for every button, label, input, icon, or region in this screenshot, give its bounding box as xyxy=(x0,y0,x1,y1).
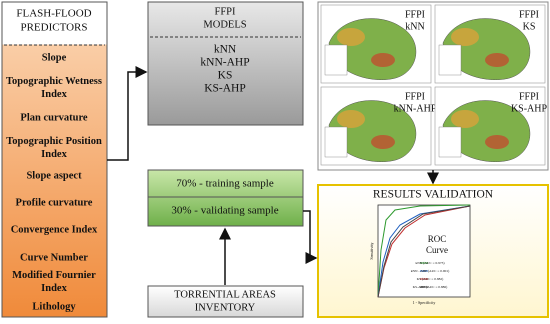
y-label: Sensitivity xyxy=(369,242,374,259)
inventory-box xyxy=(147,285,304,318)
map-title: kNN xyxy=(405,21,424,32)
map-zone xyxy=(451,28,479,46)
roc-title: Curve xyxy=(426,245,448,255)
map-zone xyxy=(371,53,395,67)
arrow xyxy=(107,66,148,161)
roc-line xyxy=(377,205,471,298)
roc-line xyxy=(377,204,471,298)
predictors-header xyxy=(2,2,107,45)
predictors-box xyxy=(1,1,108,318)
inventory-title: INVENTORY xyxy=(195,302,256,313)
map-title: FFPI xyxy=(519,91,539,102)
validation-title: RESULTS VALIDATION xyxy=(373,189,494,201)
predictor: Plan curvature xyxy=(20,112,88,123)
predictor: Topographic Position xyxy=(6,136,102,147)
predictor: Index xyxy=(41,89,67,100)
predictor: Lithology xyxy=(32,301,76,312)
map-legend xyxy=(324,126,348,158)
legend-entry: kNN (AUC = 0.973) xyxy=(416,261,446,265)
map-title: KS-AHP xyxy=(511,103,548,114)
map-title: kNN-AHP xyxy=(394,103,437,114)
arrow xyxy=(303,210,318,264)
models-title: FFPI xyxy=(214,6,236,17)
predictor: Convergence Index xyxy=(11,224,98,235)
map-zone xyxy=(451,110,479,128)
map-title: FFPI xyxy=(519,9,539,20)
map-title: FFPI xyxy=(405,9,425,20)
predictors-title: FLASH-FLOOD xyxy=(16,8,91,20)
legend-entry: KS-AHP (AUC = 0.886) xyxy=(413,285,449,289)
predictor: Index xyxy=(41,149,67,160)
map-zone xyxy=(337,110,365,128)
map-zone xyxy=(337,28,365,46)
predictor: Modified Fournier xyxy=(12,270,96,281)
legend-entry: kNN - AHP (AUC = 0.901) xyxy=(411,269,450,273)
map-zone xyxy=(485,135,509,149)
roc-title: ROC xyxy=(428,234,447,244)
models-box xyxy=(147,1,304,126)
map-legend xyxy=(438,126,462,158)
map-zone xyxy=(485,53,509,67)
legend-entry: KS (AUC = 0.882) xyxy=(417,277,445,281)
model: kNN-AHP xyxy=(200,57,249,69)
predictor: Index xyxy=(41,283,67,294)
sample: 70% - training sample xyxy=(176,178,274,190)
predictors-title: PREDICTORS xyxy=(20,22,87,34)
x-label: 1 - Specificity xyxy=(413,300,436,305)
roc-plot xyxy=(377,204,471,298)
sample: 30% - validating sample xyxy=(171,205,278,217)
predictor: Profile curvature xyxy=(16,197,93,208)
inventory-title: TORRENTIAL AREAS xyxy=(174,289,276,300)
predictor: Topographic Wetness xyxy=(6,76,102,87)
plot-frame xyxy=(377,204,471,298)
map-legend xyxy=(324,44,348,76)
map-title: KS xyxy=(523,21,536,32)
predictor: Slope xyxy=(42,52,67,63)
predictor: Slope aspect xyxy=(26,170,82,181)
model: kNN xyxy=(214,44,237,56)
map-zone xyxy=(371,135,395,149)
model: KS-AHP xyxy=(204,83,246,95)
map-legend xyxy=(438,44,462,76)
model: KS xyxy=(218,70,233,82)
predictor: Curve Number xyxy=(20,252,88,263)
samples-box xyxy=(147,169,304,227)
models-title: MODELS xyxy=(203,19,246,30)
map-title: FFPI xyxy=(405,91,425,102)
